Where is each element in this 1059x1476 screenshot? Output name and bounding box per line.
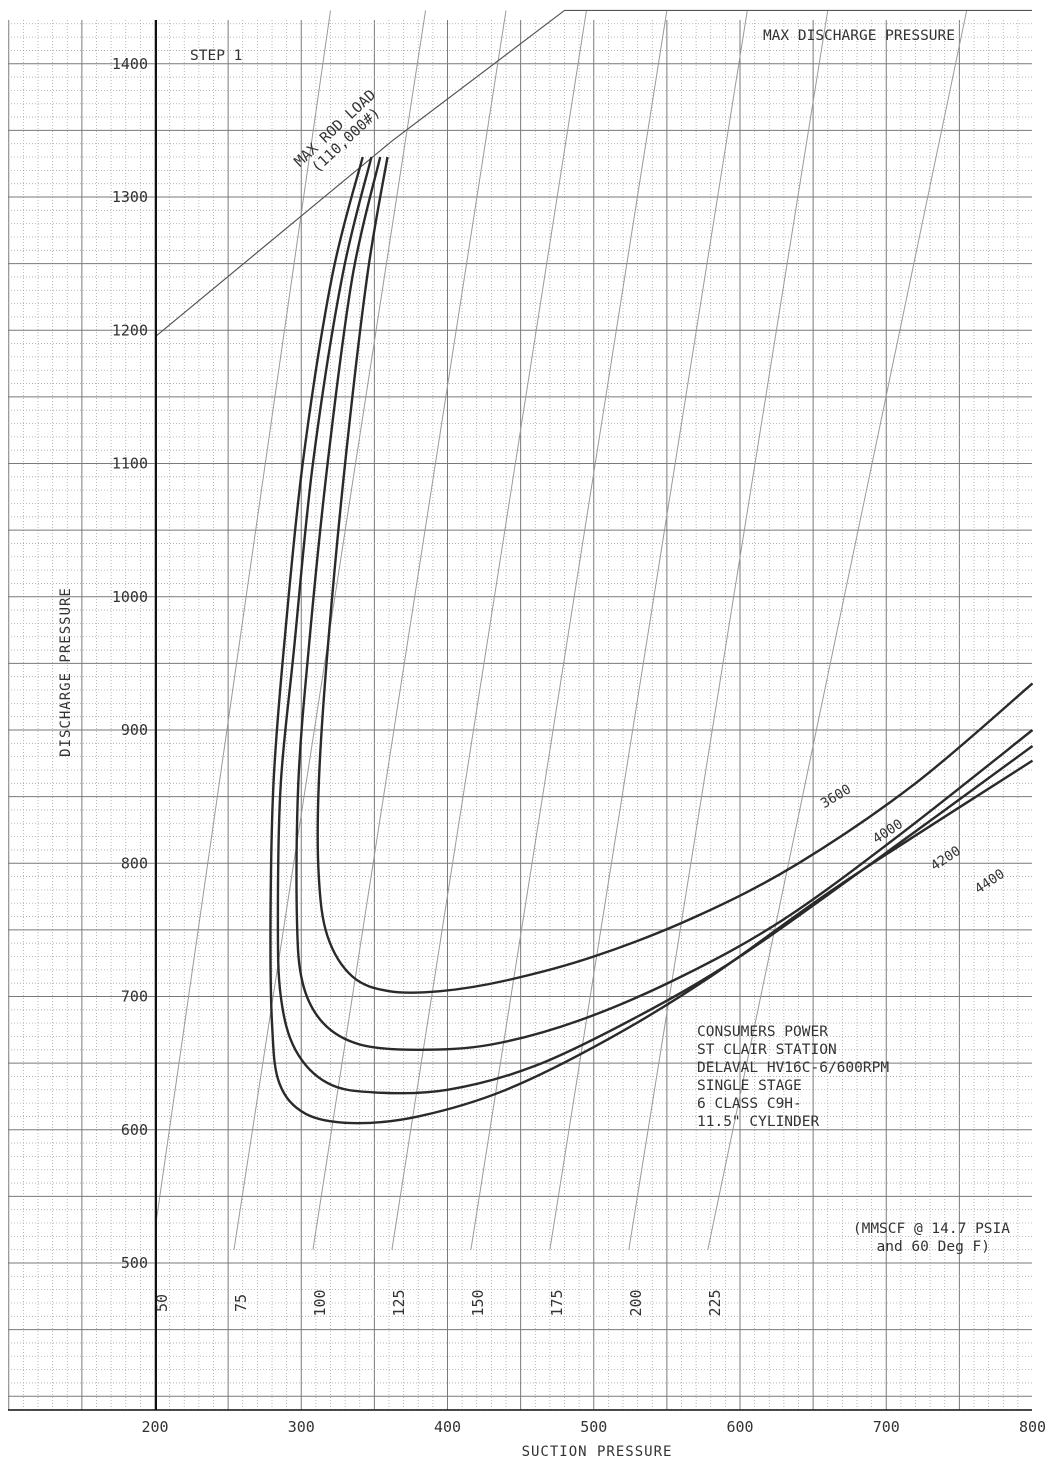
y-tick-label: 1100 bbox=[112, 455, 148, 473]
flow-line bbox=[549, 10, 748, 1250]
flow-line-label: 75 bbox=[232, 1294, 250, 1312]
axes bbox=[8, 20, 1032, 1411]
x-tick-label: 600 bbox=[726, 1418, 753, 1436]
flow-line bbox=[470, 10, 668, 1250]
flow-line-label: 175 bbox=[548, 1289, 566, 1316]
flow-line bbox=[628, 10, 829, 1250]
flow-line-label: 150 bbox=[469, 1289, 487, 1316]
x-tick-label: 200 bbox=[141, 1418, 168, 1436]
flow-line-label: 50 bbox=[153, 1294, 171, 1312]
info-line: CONSUMERS POWER bbox=[697, 1024, 828, 1040]
x-tick-label: 400 bbox=[434, 1418, 461, 1436]
y-tick-label: 1000 bbox=[112, 588, 148, 606]
flow-line bbox=[312, 10, 507, 1250]
y-tick-label: 800 bbox=[121, 854, 148, 872]
flow-line bbox=[707, 10, 968, 1250]
y-tick-label: 1400 bbox=[112, 55, 148, 73]
info-box: CONSUMERS POWER ST CLAIR STATION DELAVAL… bbox=[697, 1024, 889, 1130]
info-line: DELAVAL HV16C-6/600RPM bbox=[697, 1060, 889, 1076]
info-line: 11.5" CYLINDER bbox=[697, 1114, 819, 1130]
x-tick-label: 300 bbox=[288, 1418, 315, 1436]
flow-line-label: 225 bbox=[706, 1289, 724, 1316]
flow-line bbox=[391, 10, 587, 1250]
x-axis-title: SUCTION PRESSURE bbox=[522, 1444, 673, 1460]
rpm-curve-label: 4200 bbox=[928, 843, 964, 874]
rpm-curve-label: 4400 bbox=[972, 866, 1008, 897]
flow-line-label: 200 bbox=[627, 1289, 645, 1316]
y-axis-title: DISCHARGE PRESSURE bbox=[58, 587, 74, 757]
grid bbox=[8, 20, 1032, 1410]
rpm-curve-4200 bbox=[276, 156, 1034, 1095]
max-discharge-label: MAX DISCHARGE PRESSURE bbox=[763, 28, 955, 44]
info-line: ST CLAIR STATION bbox=[697, 1042, 837, 1058]
x-tick-label: 800 bbox=[1019, 1418, 1046, 1436]
y-tick-label: 1300 bbox=[112, 188, 148, 206]
x-tick-label: 700 bbox=[873, 1418, 900, 1436]
units-note-2: and 60 Deg F) bbox=[877, 1239, 991, 1255]
y-tick-label: 600 bbox=[121, 1121, 148, 1139]
flow-line-label: 125 bbox=[390, 1289, 408, 1316]
y-tick-label: 900 bbox=[121, 721, 148, 739]
rpm-curve-4000 bbox=[295, 156, 1034, 1052]
max-rod-load-line bbox=[154, 9, 565, 338]
step-label: STEP 1 bbox=[190, 48, 242, 64]
tick-labels: 200 300 400 500 600 700 800 500 600 700 800 900 1000… bbox=[112, 55, 1046, 1436]
info-line: 6 CLASS C9H- bbox=[697, 1096, 802, 1112]
flow-line-label: 100 bbox=[311, 1289, 329, 1316]
rpm-curve-4400 bbox=[269, 156, 1034, 1125]
info-line: SINGLE STAGE bbox=[697, 1078, 802, 1094]
y-tick-label: 1200 bbox=[112, 321, 148, 339]
rpm-curve-3600 bbox=[316, 156, 1034, 994]
rpm-curve-label: 3600 bbox=[818, 781, 854, 812]
x-tick-label: 500 bbox=[580, 1418, 607, 1436]
limit-lines bbox=[154, 9, 1032, 338]
rpm-curves bbox=[269, 156, 1034, 1125]
y-tick-label: 700 bbox=[121, 988, 148, 1006]
units-note: (MMSCF @ 14.7 PSIA bbox=[853, 1221, 1010, 1237]
flow-line bbox=[154, 10, 331, 1230]
y-tick-label: 500 bbox=[121, 1254, 148, 1272]
